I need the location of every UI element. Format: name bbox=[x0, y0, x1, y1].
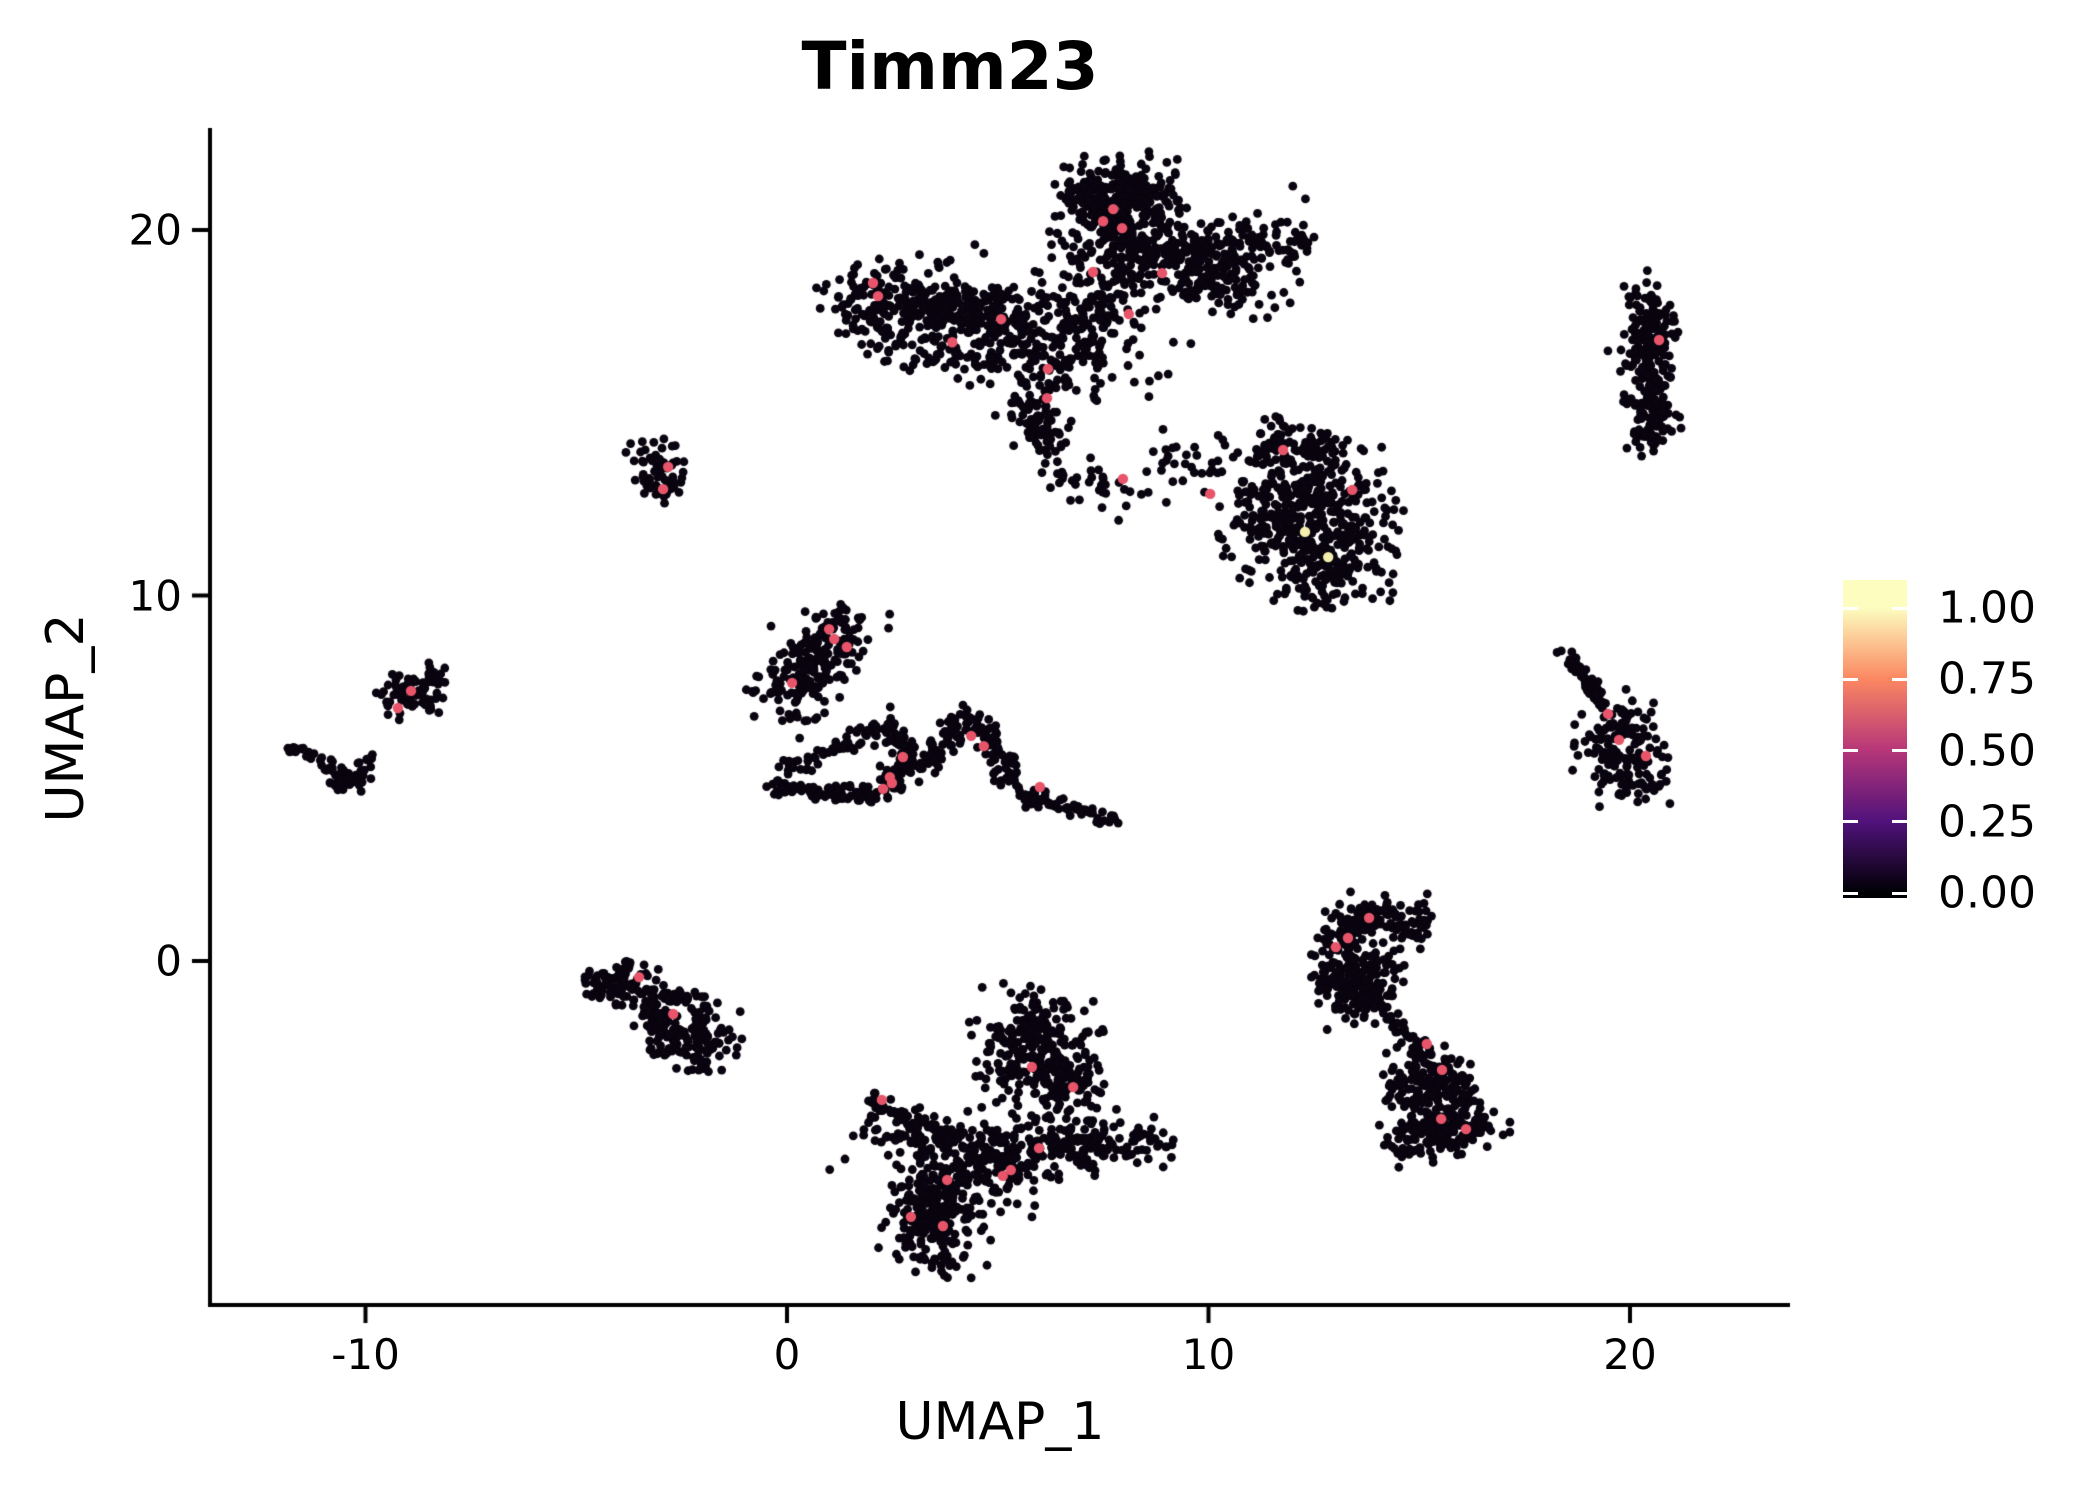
legend-tick-label: 1.00 bbox=[1938, 582, 2036, 634]
colorbar-tick-dash bbox=[1843, 677, 1858, 681]
colorbar-tick-dash bbox=[1892, 606, 1907, 610]
page-title: Timm23 bbox=[801, 28, 1099, 105]
legend-tick-label: 0.25 bbox=[1938, 796, 2036, 848]
legend-tick-label: 0.50 bbox=[1938, 725, 2036, 776]
y-tick-label: 0 bbox=[155, 936, 182, 986]
colorbar-tick-dash bbox=[1843, 820, 1858, 824]
x-tick-label: 0 bbox=[773, 1330, 801, 1379]
colorbar-tick-dash bbox=[1892, 820, 1907, 824]
colorbar-tick-dash bbox=[1892, 749, 1907, 752]
y-axis-label: UMAP_2 bbox=[36, 613, 96, 823]
x-tick-label: -10 bbox=[331, 1330, 400, 1379]
colorbar-tick-dash bbox=[1843, 749, 1858, 752]
colorbar-tick-dash bbox=[1843, 891, 1858, 895]
x-tick-label: 20 bbox=[1603, 1330, 1657, 1379]
x-axis-label: UMAP_1 bbox=[895, 1392, 1105, 1452]
colorbar-tick-dash bbox=[1892, 891, 1907, 895]
y-tick-label: 10 bbox=[128, 571, 182, 620]
y-tick-label: 20 bbox=[128, 205, 182, 255]
colorbar-tick-dash bbox=[1892, 677, 1907, 681]
colorbar bbox=[1843, 580, 1907, 898]
colorbar-tick-dash bbox=[1843, 606, 1858, 610]
legend-tick-label: 0.00 bbox=[1938, 867, 2036, 919]
legend-tick-label: 0.75 bbox=[1938, 653, 2036, 705]
x-tick-label: 10 bbox=[1181, 1330, 1236, 1379]
